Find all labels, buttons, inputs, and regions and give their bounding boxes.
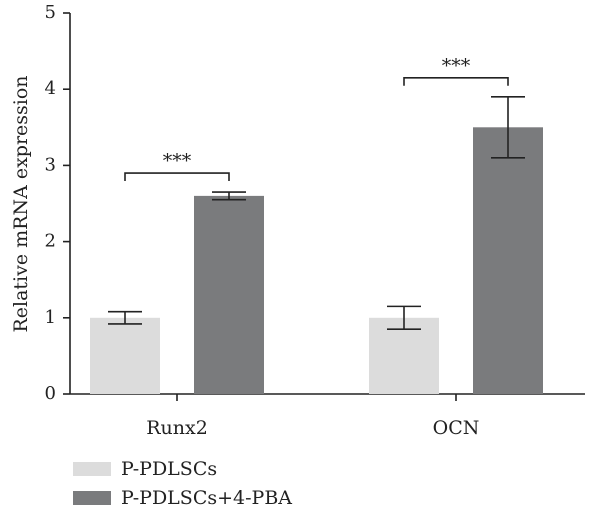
x-tick-label-ocn: OCN	[433, 417, 480, 439]
x-tick-label-runx2: Runx2	[146, 417, 208, 439]
legend-swatch-1	[73, 462, 111, 476]
y-tick-label-1: 1	[45, 307, 56, 328]
significance-label-ocn: ***	[442, 55, 471, 77]
bar-ocn-series-1	[369, 317, 439, 394]
significance-label-runx2: ***	[163, 150, 192, 172]
bar-ocn-series-2	[473, 127, 543, 395]
significance-bracket-ocn	[403, 76, 509, 86]
y-axis-label: Relative mRNA expression	[10, 75, 32, 332]
legend-swatch-2	[73, 491, 111, 505]
y-tick-label-2: 2	[45, 231, 56, 252]
legend-label-2: P-PDLSCs+4-PBA	[121, 487, 292, 509]
y-tick-label-3: 3	[45, 154, 56, 175]
legend-label-1: P-PDLSCs	[121, 458, 217, 480]
bar-runx2-series-2	[194, 195, 264, 394]
y-tick-label-4: 4	[45, 78, 56, 99]
legend: P-PDLSCs P-PDLSCs+4-PBA	[73, 458, 292, 509]
y-tick-label-0: 0	[45, 383, 56, 404]
significance-bracket-runx2	[124, 172, 230, 182]
y-tick-label-5: 5	[45, 2, 56, 23]
bar-runx2-series-1	[90, 317, 160, 394]
plot-area: 0 1 2 3 4 5 Runx2 OCN *** ***	[45, 2, 585, 439]
